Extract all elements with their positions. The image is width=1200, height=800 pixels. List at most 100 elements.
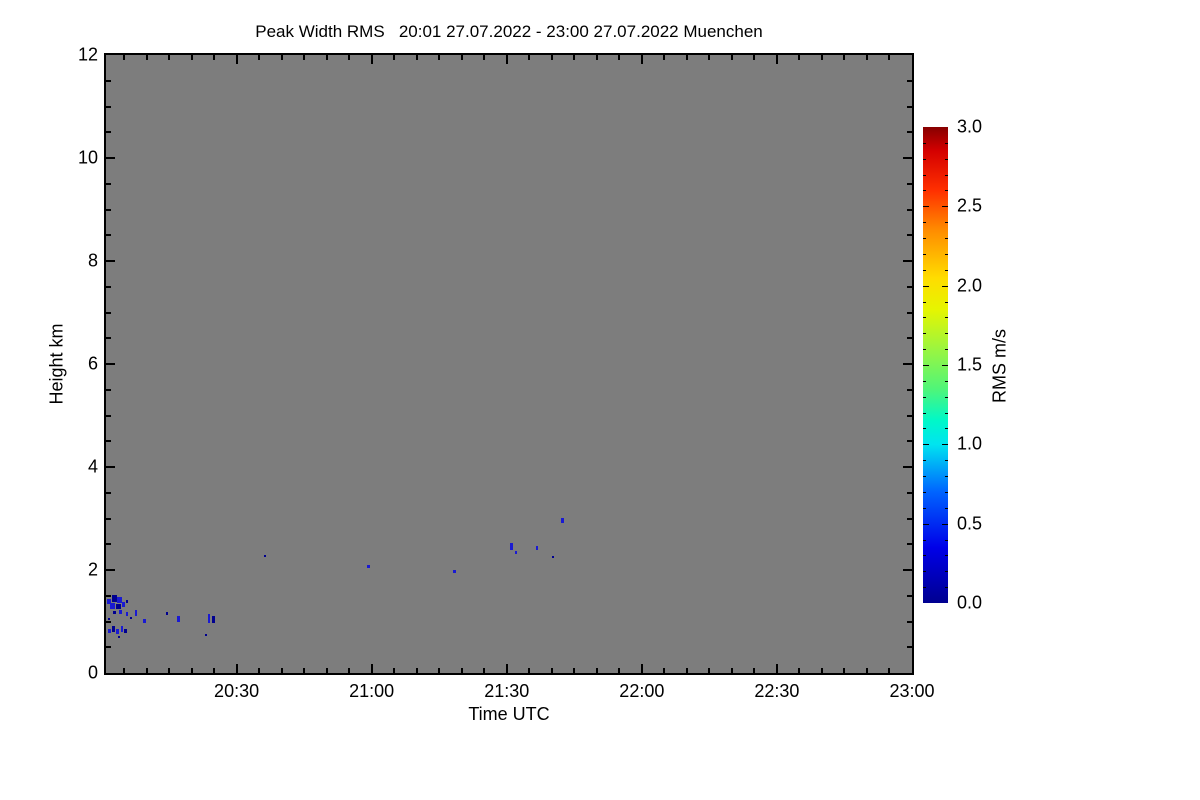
- colorbar-tick: [945, 380, 948, 382]
- x-axis-tick: [865, 668, 868, 673]
- x-axis-tick: [348, 668, 351, 673]
- x-axis-tick: [730, 55, 733, 60]
- colorbar-tick: [923, 491, 926, 493]
- colorbar-tick: [923, 238, 926, 240]
- x-axis-tick: [798, 55, 801, 60]
- x-axis-tick: [213, 55, 216, 60]
- data-point: [124, 629, 128, 634]
- colorbar-tick: [945, 301, 948, 303]
- x-axis-tick: [708, 55, 711, 60]
- x-axis-tick: [460, 55, 463, 60]
- colorbar-ticks: [923, 127, 948, 603]
- y-axis-tick: [907, 543, 912, 546]
- colorbar-tick-label: 1.0: [957, 433, 983, 454]
- x-axis-tick: [640, 55, 643, 64]
- data-point: [264, 555, 267, 558]
- y-axis-tick: [106, 260, 115, 262]
- x-tick-label: 20:30: [214, 681, 260, 701]
- data-point: [561, 517, 565, 524]
- x-axis-tick: [145, 55, 148, 60]
- x-axis-tick: [258, 668, 261, 673]
- x-axis-tick: [483, 668, 486, 673]
- x-axis-tick: [663, 668, 666, 673]
- x-axis-tick: [888, 668, 891, 673]
- colorbar-tick-label: 3.0: [957, 116, 983, 137]
- colorbar-tick: [945, 396, 948, 398]
- y-axis-tick: [907, 491, 912, 494]
- colorbar-tick: [942, 444, 948, 446]
- x-axis-tick: [843, 55, 846, 60]
- x-axis-tick: [888, 55, 891, 60]
- y-axis-tick: [106, 157, 115, 159]
- y-axis-tick: [106, 79, 111, 82]
- colorbar-tick: [923, 190, 926, 192]
- y-tick-label: 8: [87, 250, 98, 271]
- x-axis-tick: [235, 664, 238, 673]
- data-point: [107, 617, 110, 620]
- x-axis-tick: [258, 55, 261, 60]
- data-point: [367, 564, 371, 568]
- y-axis-tick: [907, 285, 912, 288]
- x-axis-tick: [303, 668, 306, 673]
- colorbar-tick: [923, 523, 929, 525]
- y-axis-tick: [907, 440, 912, 443]
- colorbar-tick-label: 1.5: [957, 354, 983, 375]
- colorbar-tick: [923, 587, 926, 589]
- x-axis-tick: [775, 664, 778, 673]
- data-point: [129, 616, 132, 619]
- x-axis-tick: [843, 668, 846, 673]
- x-axis-tick: [618, 55, 621, 60]
- x-tick-label: 21:00: [349, 681, 395, 701]
- data-point: [110, 602, 115, 610]
- y-tick-label: 0: [87, 662, 98, 683]
- y-axis-tick: [106, 182, 111, 185]
- colorbar-tick: [923, 174, 926, 176]
- x-axis-tick: [280, 55, 283, 60]
- colorbar-tick: [945, 222, 948, 224]
- colorbar-tick: [945, 571, 948, 573]
- colorbar-tick: [942, 365, 948, 366]
- colorbar-tick-label: 2.5: [957, 195, 983, 216]
- x-axis-tick: [708, 668, 711, 673]
- y-axis-tick: [907, 234, 912, 237]
- x-axis-tick: [550, 668, 553, 673]
- colorbar-tick: [923, 142, 926, 144]
- colorbar-tick: [945, 333, 948, 335]
- x-axis-tick: [505, 55, 508, 64]
- colorbar-tick: [945, 269, 948, 271]
- data-point: [125, 612, 128, 617]
- y-axis-tick: [907, 388, 912, 391]
- y-axis-tick: [106, 363, 115, 365]
- colorbar-tick: [923, 396, 926, 398]
- y-axis-tick: [903, 157, 912, 159]
- y-axis-tick: [907, 594, 912, 597]
- data-point: [116, 596, 122, 603]
- colorbar-tick: [945, 460, 948, 462]
- x-axis-tick: [370, 55, 373, 64]
- colorbar-tick: [945, 412, 948, 414]
- x-axis-tick: [393, 668, 396, 673]
- colorbar-tick: [945, 507, 948, 509]
- data-point: [142, 618, 146, 624]
- data-point: [536, 545, 539, 550]
- y-axis-tick: [106, 285, 111, 288]
- data-point: [551, 556, 554, 559]
- y-axis-tick: [106, 491, 111, 494]
- colorbar-tick: [923, 301, 926, 303]
- x-tick-label: 22:30: [754, 681, 800, 701]
- y-axis-tick: [907, 105, 912, 108]
- x-axis-tick: [325, 668, 328, 673]
- x-axis-tick: [235, 55, 238, 64]
- data-point: [118, 635, 121, 638]
- y-axis-tick: [106, 234, 111, 237]
- x-axis-tick: [550, 55, 553, 60]
- data-point: [211, 615, 215, 624]
- data-point: [122, 601, 126, 608]
- x-axis-tick: [865, 55, 868, 60]
- colorbar-tick: [923, 317, 926, 319]
- data-point: [106, 598, 111, 604]
- y-axis-tick: [907, 79, 912, 82]
- colorbar-tick: [923, 476, 926, 478]
- colorbar-tick: [923, 253, 926, 255]
